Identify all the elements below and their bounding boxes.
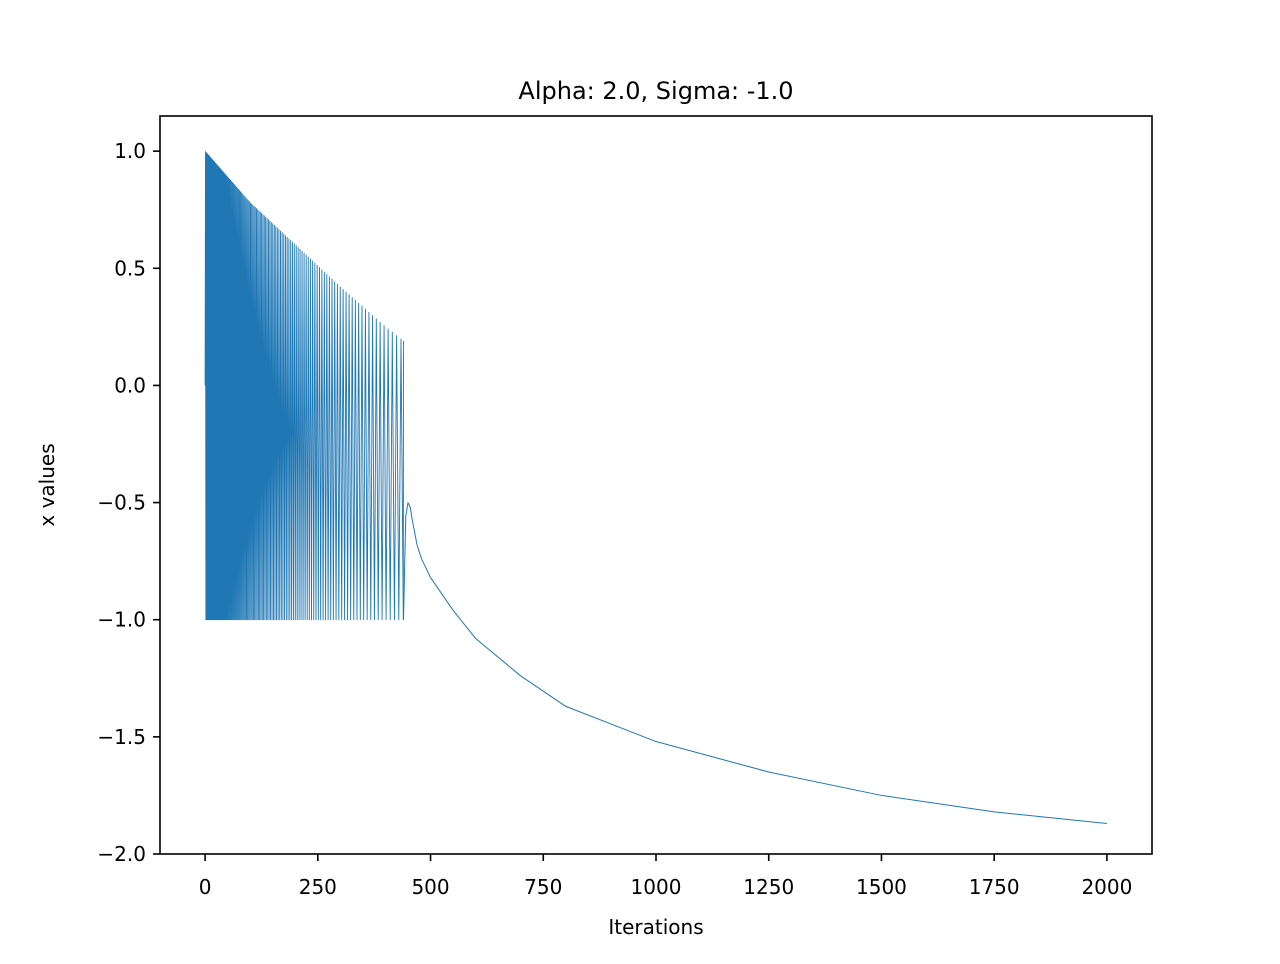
series-layer bbox=[204, 151, 1107, 825]
y-tick-label: −1.0 bbox=[97, 608, 146, 632]
y-tick-label: −0.5 bbox=[97, 491, 146, 515]
y-tick-label: −2.0 bbox=[97, 842, 146, 866]
x-tick-label: 0 bbox=[199, 875, 212, 899]
x-tick-label: 250 bbox=[299, 875, 337, 899]
y-axis-label: x values bbox=[35, 443, 59, 526]
series-line-decay bbox=[402, 502, 1107, 825]
y-tick-label: 1.0 bbox=[114, 139, 146, 163]
x-axis-label: Iterations bbox=[608, 915, 703, 939]
x-tick-label: 1250 bbox=[743, 875, 794, 899]
x-tick-label: 500 bbox=[411, 875, 449, 899]
y-tick-label: 0.5 bbox=[114, 256, 146, 280]
y-axis-ticks: 1.0 0.5 0.0 −0.5 −1.0 −1.5 −2.0 bbox=[97, 139, 160, 866]
y-tick-label: 0.0 bbox=[114, 373, 146, 397]
chart-title: Alpha: 2.0, Sigma: -1.0 bbox=[518, 77, 793, 105]
series-line-oscillation bbox=[204, 151, 404, 621]
x-tick-label: 2000 bbox=[1081, 875, 1132, 899]
x-tick-label: 1750 bbox=[969, 875, 1020, 899]
x-tick-label: 750 bbox=[524, 875, 562, 899]
x-tick-label: 1000 bbox=[631, 875, 682, 899]
x-tick-label: 1500 bbox=[856, 875, 907, 899]
x-axis-ticks: 0 250 500 750 1000 1250 1500 1750 2000 bbox=[199, 854, 1132, 899]
y-tick-label: −1.5 bbox=[97, 725, 146, 749]
